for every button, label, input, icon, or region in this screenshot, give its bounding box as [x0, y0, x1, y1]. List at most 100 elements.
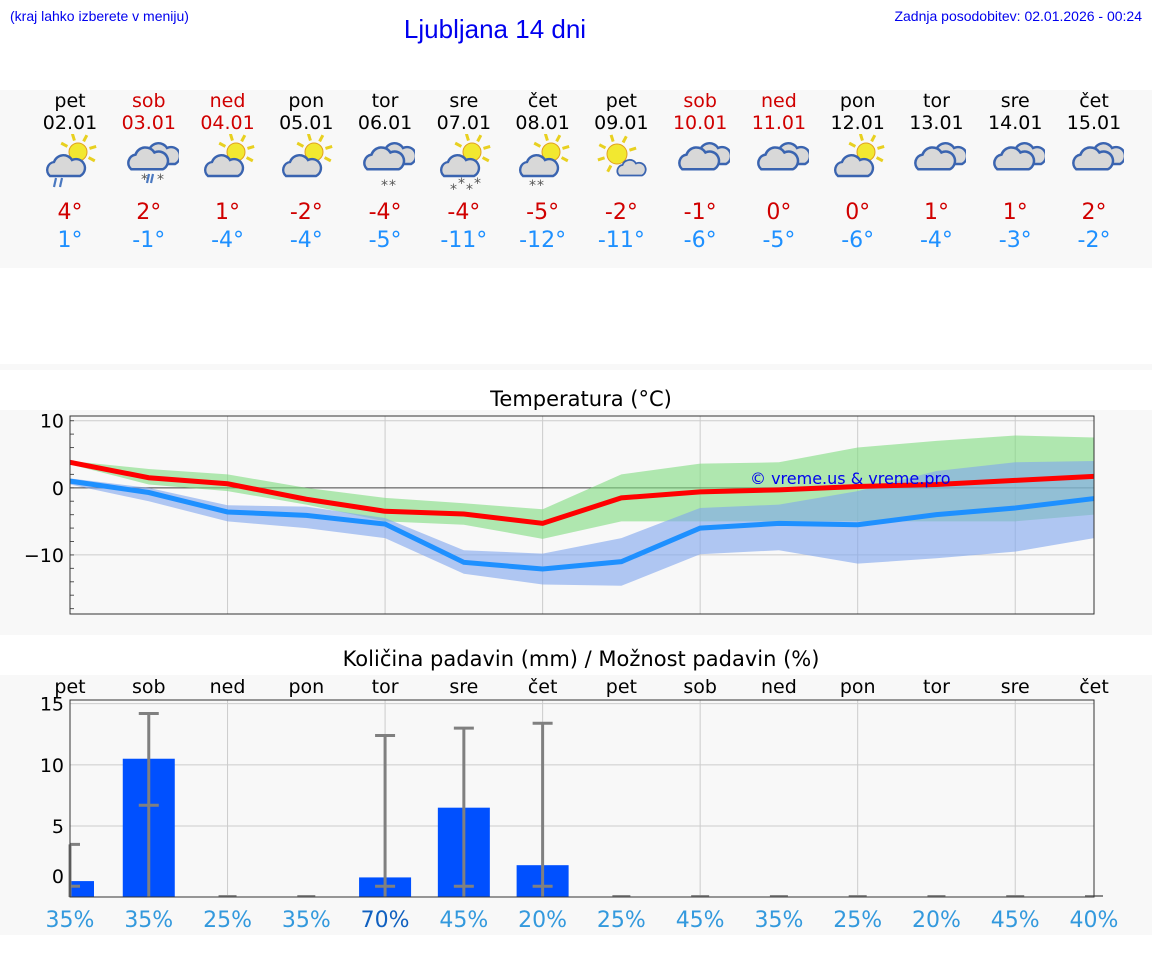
day-name: sre: [449, 90, 479, 112]
y-tick-label: 5: [52, 816, 64, 838]
max-temp: 2°: [1081, 200, 1107, 225]
max-temp: 4°: [57, 200, 83, 225]
cloud-icon: [1072, 146, 1115, 171]
temperature-chart: 10 0 −10 © vreme.us & vreme.pro: [0, 410, 1152, 635]
precip-chance: 35%: [754, 908, 803, 933]
precip-chance: 45%: [439, 908, 488, 933]
day-column: tor 13.01 1° -4°: [896, 90, 976, 268]
max-temp: -4°: [447, 200, 481, 225]
precip-chance: 45%: [676, 908, 725, 933]
page-title: Ljubljana 14 dni: [403, 14, 587, 44]
snowflake-icon: *: [529, 178, 536, 190]
day-date: 04.01: [200, 112, 255, 134]
max-temp: -2°: [604, 200, 638, 225]
x-category-label: sob: [683, 676, 717, 698]
watermark: © vreme.us & vreme.pro: [750, 469, 951, 488]
precip-chance: 25%: [833, 908, 882, 933]
day-column: čet 15.01 2° -2°: [1054, 90, 1134, 268]
cloud-icon: [678, 142, 733, 171]
day-date: 07.01: [436, 112, 492, 134]
day-name: tor: [371, 90, 399, 112]
weather-icon: * *: [517, 133, 573, 195]
min-temp-line: [69, 478, 1095, 572]
cloud-icon: [518, 154, 559, 178]
x-category-label: tor: [923, 676, 950, 698]
plot-frame: [69, 415, 1095, 615]
chart-background: [0, 675, 1152, 935]
min-temp: -6°: [683, 228, 717, 253]
max-temp: -5°: [526, 200, 560, 225]
min-temp: -1°: [132, 228, 166, 253]
cloud-icon: [363, 146, 406, 171]
y-tick-label: 0: [52, 478, 64, 500]
precip-chance: 20%: [518, 908, 567, 933]
precip-chance: 25%: [203, 908, 252, 933]
cloud-icon: [439, 154, 480, 178]
last-updated: Zadnja posodobitev: 02.01.2026 - 00:24: [894, 8, 1142, 24]
day-column: pon 05.01 -2° -4°: [266, 90, 346, 268]
precip-chance: 45%: [991, 908, 1040, 933]
day-date: 11.01: [751, 112, 807, 134]
max-temp: 0°: [766, 200, 792, 225]
cloud-icon: [46, 154, 87, 178]
x-category-label: pet: [606, 676, 637, 698]
day-date: 08.01: [515, 112, 570, 134]
raindrop-icon: [149, 173, 154, 184]
day-name: ned: [761, 90, 797, 112]
cloud-icon: [678, 146, 721, 171]
max-temp: 1°: [215, 200, 241, 225]
min-temp: -11°: [440, 228, 488, 253]
plot-frame: [69, 699, 1095, 898]
precipitation-chart-title: Količina padavin (mm) / Možnost padavin …: [342, 647, 820, 671]
cloud-sleet-icon: * *: [126, 142, 181, 188]
raindrop-icon: [52, 177, 58, 188]
day-date: 13.01: [909, 112, 964, 134]
min-temp: -11°: [597, 228, 645, 253]
snowflake-icon: *: [141, 172, 148, 188]
snowflake-icon: *: [474, 176, 481, 190]
cloud-icon: [993, 146, 1036, 171]
precip-bar: [70, 881, 94, 897]
precip-chance: 20%: [912, 908, 961, 933]
min-temp: -4°: [289, 228, 323, 253]
min-temp: 1°: [57, 228, 83, 253]
cloud-icon: [1072, 142, 1127, 171]
y-tick-label: −10: [24, 545, 64, 567]
cloud-icon: [757, 142, 812, 171]
x-category-label: ned: [761, 676, 797, 698]
day-date: 09.01: [594, 112, 649, 134]
sun-small-cloud-icon: [597, 134, 647, 177]
cloud-snow-icon: * *: [363, 142, 418, 194]
cloud-icon: [282, 154, 323, 178]
max-temp: 0°: [845, 200, 871, 225]
snowflake-icon: *: [466, 182, 473, 190]
cloud-icon: [914, 146, 957, 171]
precip-chance: 35%: [46, 908, 95, 933]
day-name: tor: [923, 90, 950, 112]
day-column: pet 02.01 4° 1°: [30, 90, 110, 268]
day-name: ned: [209, 90, 246, 112]
daily-forecast-strip: pet 02.01 4° 1° sob 03.01 * * 2° -1° ned 04…: [0, 90, 1152, 268]
weather-icon: [595, 134, 651, 195]
cloud-icon: [914, 142, 969, 171]
x-category-label: čet: [528, 676, 558, 698]
day-name: pon: [288, 90, 325, 112]
y-tick-label: 0: [52, 866, 64, 888]
snowflake-icon: *: [450, 182, 457, 190]
weather-icon: [44, 133, 100, 195]
weather-icon: [1068, 134, 1127, 195]
weather-icon: [280, 133, 336, 195]
x-category-label: pon: [840, 676, 876, 698]
day-column: pon 12.01 0° -6°: [818, 90, 898, 268]
max-temp: -2°: [289, 200, 323, 225]
x-category-label: tor: [372, 676, 399, 698]
day-name: pet: [605, 90, 637, 112]
day-name: pet: [54, 90, 86, 112]
y-tick-label: 10: [40, 755, 64, 777]
temperature-chart-title: Temperatura (°C): [490, 387, 672, 411]
sun-cloud-rain-icon: [46, 133, 97, 188]
day-name: sob: [683, 90, 717, 112]
min-temp: -4°: [211, 228, 244, 253]
sun-cloud-icon: [282, 133, 333, 178]
min-temp: -6°: [841, 228, 875, 253]
